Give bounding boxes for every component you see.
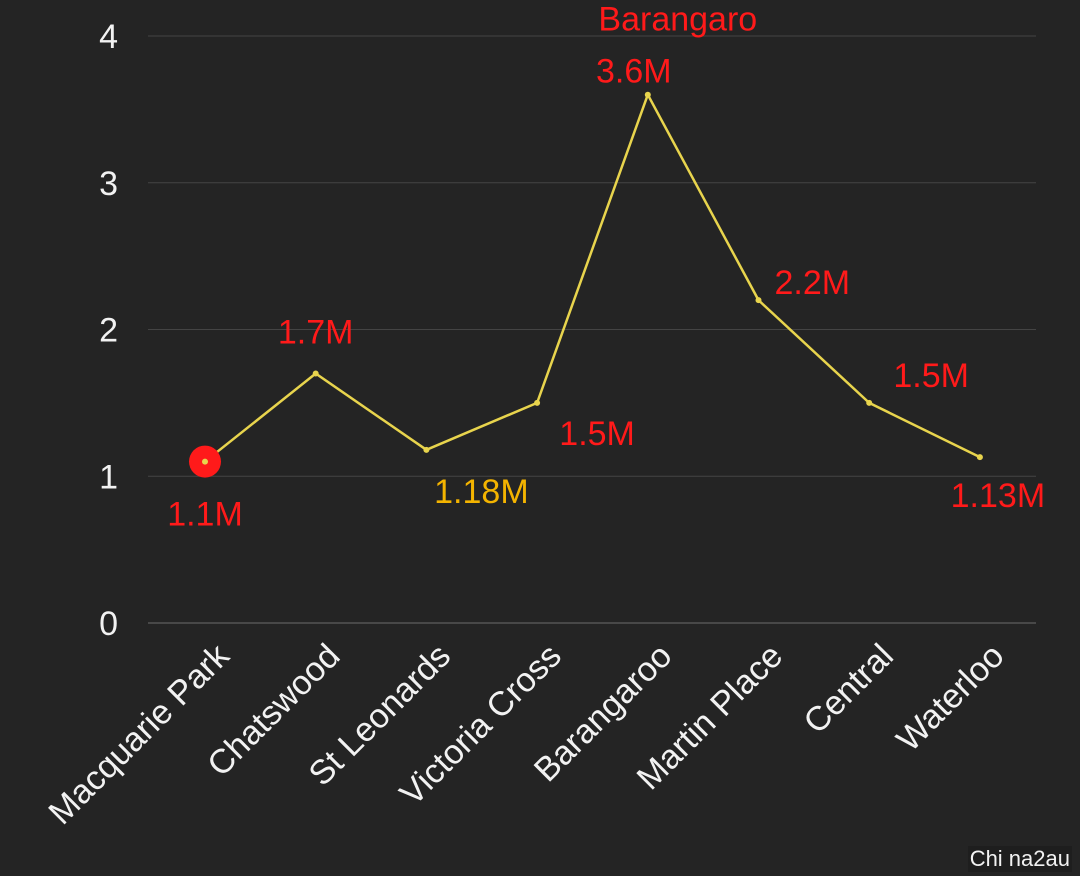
data-point (534, 399, 541, 406)
y-tick-label: 4 (99, 18, 118, 56)
y-tick-label: 3 (99, 165, 118, 203)
data-label: 2.2M (775, 264, 851, 302)
data-point (312, 370, 319, 377)
y-tick-label: 2 (99, 312, 118, 350)
series-line-group (189, 91, 983, 478)
x-tick-label: Central (796, 637, 900, 741)
data-label: 1.18M (434, 473, 529, 511)
series-line (204, 93, 981, 463)
data-label: 1.5M (559, 415, 635, 453)
y-tick-label: 1 (99, 458, 118, 496)
data-label: 3.6M (596, 53, 672, 91)
data-label: 1.13M (951, 477, 1046, 515)
y-tick-label: 0 (99, 605, 118, 643)
data-point (202, 458, 208, 465)
data-labels: 1.1M 1.7M 1.18M 1.5M 3.6M 2.2M 1.5M 1.13M (167, 53, 1045, 534)
data-label: 1.7M (278, 314, 354, 352)
x-tick-label: Macquarie Park (41, 636, 237, 832)
x-tick-label: Waterloo (889, 637, 1011, 759)
data-point (866, 399, 873, 406)
data-point (644, 91, 651, 98)
gridlines (148, 35, 1036, 624)
data-point (976, 454, 983, 461)
data-point (755, 297, 762, 304)
data-label: 1.1M (167, 496, 243, 534)
annotation-label: Barangaro (598, 1, 757, 39)
data-point (423, 446, 430, 453)
data-label: 1.5M (893, 357, 969, 395)
y-axis-tick-labels: 0 1 2 3 4 (99, 18, 118, 643)
watermark: Chi na2au (967, 846, 1072, 872)
